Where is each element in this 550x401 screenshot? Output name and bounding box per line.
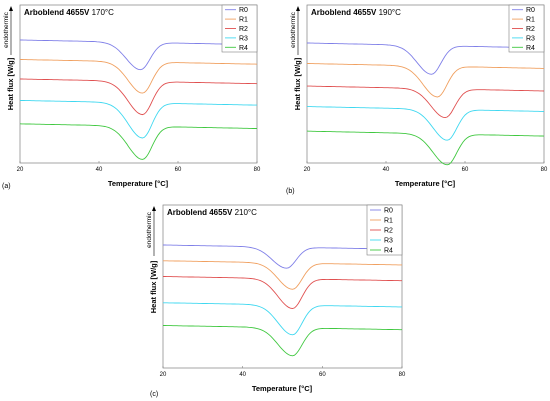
x-tick-label: 60 bbox=[319, 372, 326, 378]
x-axis-label: Temperature [°C] bbox=[108, 179, 169, 188]
plot-frame bbox=[162, 204, 403, 369]
panel-label: (c) bbox=[150, 391, 158, 398]
panel-label: (a) bbox=[2, 183, 11, 190]
x-tick-label: 40 bbox=[96, 167, 103, 173]
endothermic-label: endothermic bbox=[146, 211, 153, 248]
series-line-r1 bbox=[163, 260, 402, 290]
legend-entry-r3: R3 bbox=[384, 238, 393, 245]
x-ticks: 20 40 60 80 bbox=[160, 366, 406, 378]
plot-frame bbox=[306, 4, 545, 164]
legend-entry-r1: R1 bbox=[384, 218, 393, 225]
chart-title: Arboblend 4655V 190°C bbox=[311, 8, 401, 17]
endothermic-label: endothermic bbox=[290, 11, 297, 48]
x-tick-label: 60 bbox=[462, 167, 469, 173]
panel-a: Arboblend 4655V 170°C Heat flux [W/g] en… bbox=[2, 4, 261, 190]
plot-frame bbox=[19, 4, 258, 164]
chart-title: Arboblend 4655V 170°C bbox=[24, 8, 114, 17]
series-line-r2 bbox=[163, 276, 402, 309]
legend: R0 R1 R2 R3 R4 bbox=[508, 4, 545, 53]
series-line-r3 bbox=[163, 302, 402, 336]
series-line-r4 bbox=[163, 325, 402, 357]
y-axis-label: Heat flux [W/g] bbox=[6, 57, 15, 110]
series-line-r0 bbox=[163, 244, 402, 269]
x-tick-label: 80 bbox=[254, 167, 261, 173]
series-line-r2 bbox=[20, 78, 258, 116]
panel-c: Arboblend 4655V 210°C Heat flux [W/g] en… bbox=[146, 204, 406, 398]
x-tick-label: 80 bbox=[399, 372, 406, 378]
x-tick-label: 80 bbox=[541, 167, 548, 173]
legend-entry-r2: R2 bbox=[384, 228, 393, 235]
series-line-r2 bbox=[307, 85, 545, 119]
legend-entry-r1: R1 bbox=[526, 17, 535, 24]
legend-entry-r2: R2 bbox=[239, 26, 248, 33]
x-axis-label: Temperature [°C] bbox=[395, 179, 456, 188]
legend-entry-r0: R0 bbox=[239, 7, 248, 14]
curves bbox=[163, 244, 402, 357]
legend-entry-r3: R3 bbox=[239, 35, 248, 42]
series-line-r1 bbox=[307, 63, 544, 98]
legend-entry-r2: R2 bbox=[526, 26, 535, 33]
x-tick-label: 20 bbox=[17, 167, 24, 173]
legend-entry-r4: R4 bbox=[384, 248, 393, 255]
series-line-r3 bbox=[307, 106, 545, 141]
series-line-r0 bbox=[307, 42, 544, 75]
series-line-r0 bbox=[20, 39, 258, 71]
endothermic-arrowhead bbox=[9, 6, 13, 11]
legend: R0 R1 R2 R3 R4 bbox=[221, 4, 258, 53]
chart-title: Arboblend 4655V 210°C bbox=[167, 208, 257, 217]
curves bbox=[19, 39, 258, 160]
x-tick-label: 40 bbox=[383, 167, 390, 173]
legend-entry-r1: R1 bbox=[239, 17, 248, 24]
panel-b: Arboblend 4655V 190°C Heat flux [W/g] en… bbox=[286, 4, 548, 195]
x-tick-label: 40 bbox=[239, 372, 246, 378]
legend-entry-r3: R3 bbox=[526, 35, 535, 42]
panel-label: (b) bbox=[286, 188, 295, 195]
x-tick-label: 60 bbox=[175, 167, 182, 173]
x-axis-label: Temperature [°C] bbox=[252, 384, 313, 393]
endothermic-arrowhead bbox=[296, 6, 300, 11]
legend: R0 R1 R2 R3 R4 bbox=[366, 204, 403, 256]
legend-entry-r4: R4 bbox=[526, 45, 535, 52]
endothermic-label: endothermic bbox=[3, 11, 10, 48]
x-ticks: 20 40 60 80 bbox=[17, 161, 261, 173]
x-ticks: 20 40 60 80 bbox=[304, 161, 548, 173]
series-line-r1 bbox=[20, 59, 258, 94]
curves bbox=[306, 42, 545, 166]
series-line-r4 bbox=[306, 130, 545, 166]
endothermic-arrowhead bbox=[152, 206, 156, 211]
x-tick-label: 20 bbox=[160, 372, 167, 378]
legend-entry-r4: R4 bbox=[239, 45, 248, 52]
x-tick-label: 20 bbox=[304, 167, 311, 173]
series-line-r4 bbox=[19, 123, 257, 160]
series-line-r3 bbox=[20, 100, 257, 139]
legend-entry-r0: R0 bbox=[526, 7, 535, 14]
y-axis-label: Heat flux [W/g] bbox=[293, 57, 302, 110]
legend-entry-r0: R0 bbox=[384, 208, 393, 215]
y-axis-label: Heat flux [W/g] bbox=[149, 260, 158, 313]
